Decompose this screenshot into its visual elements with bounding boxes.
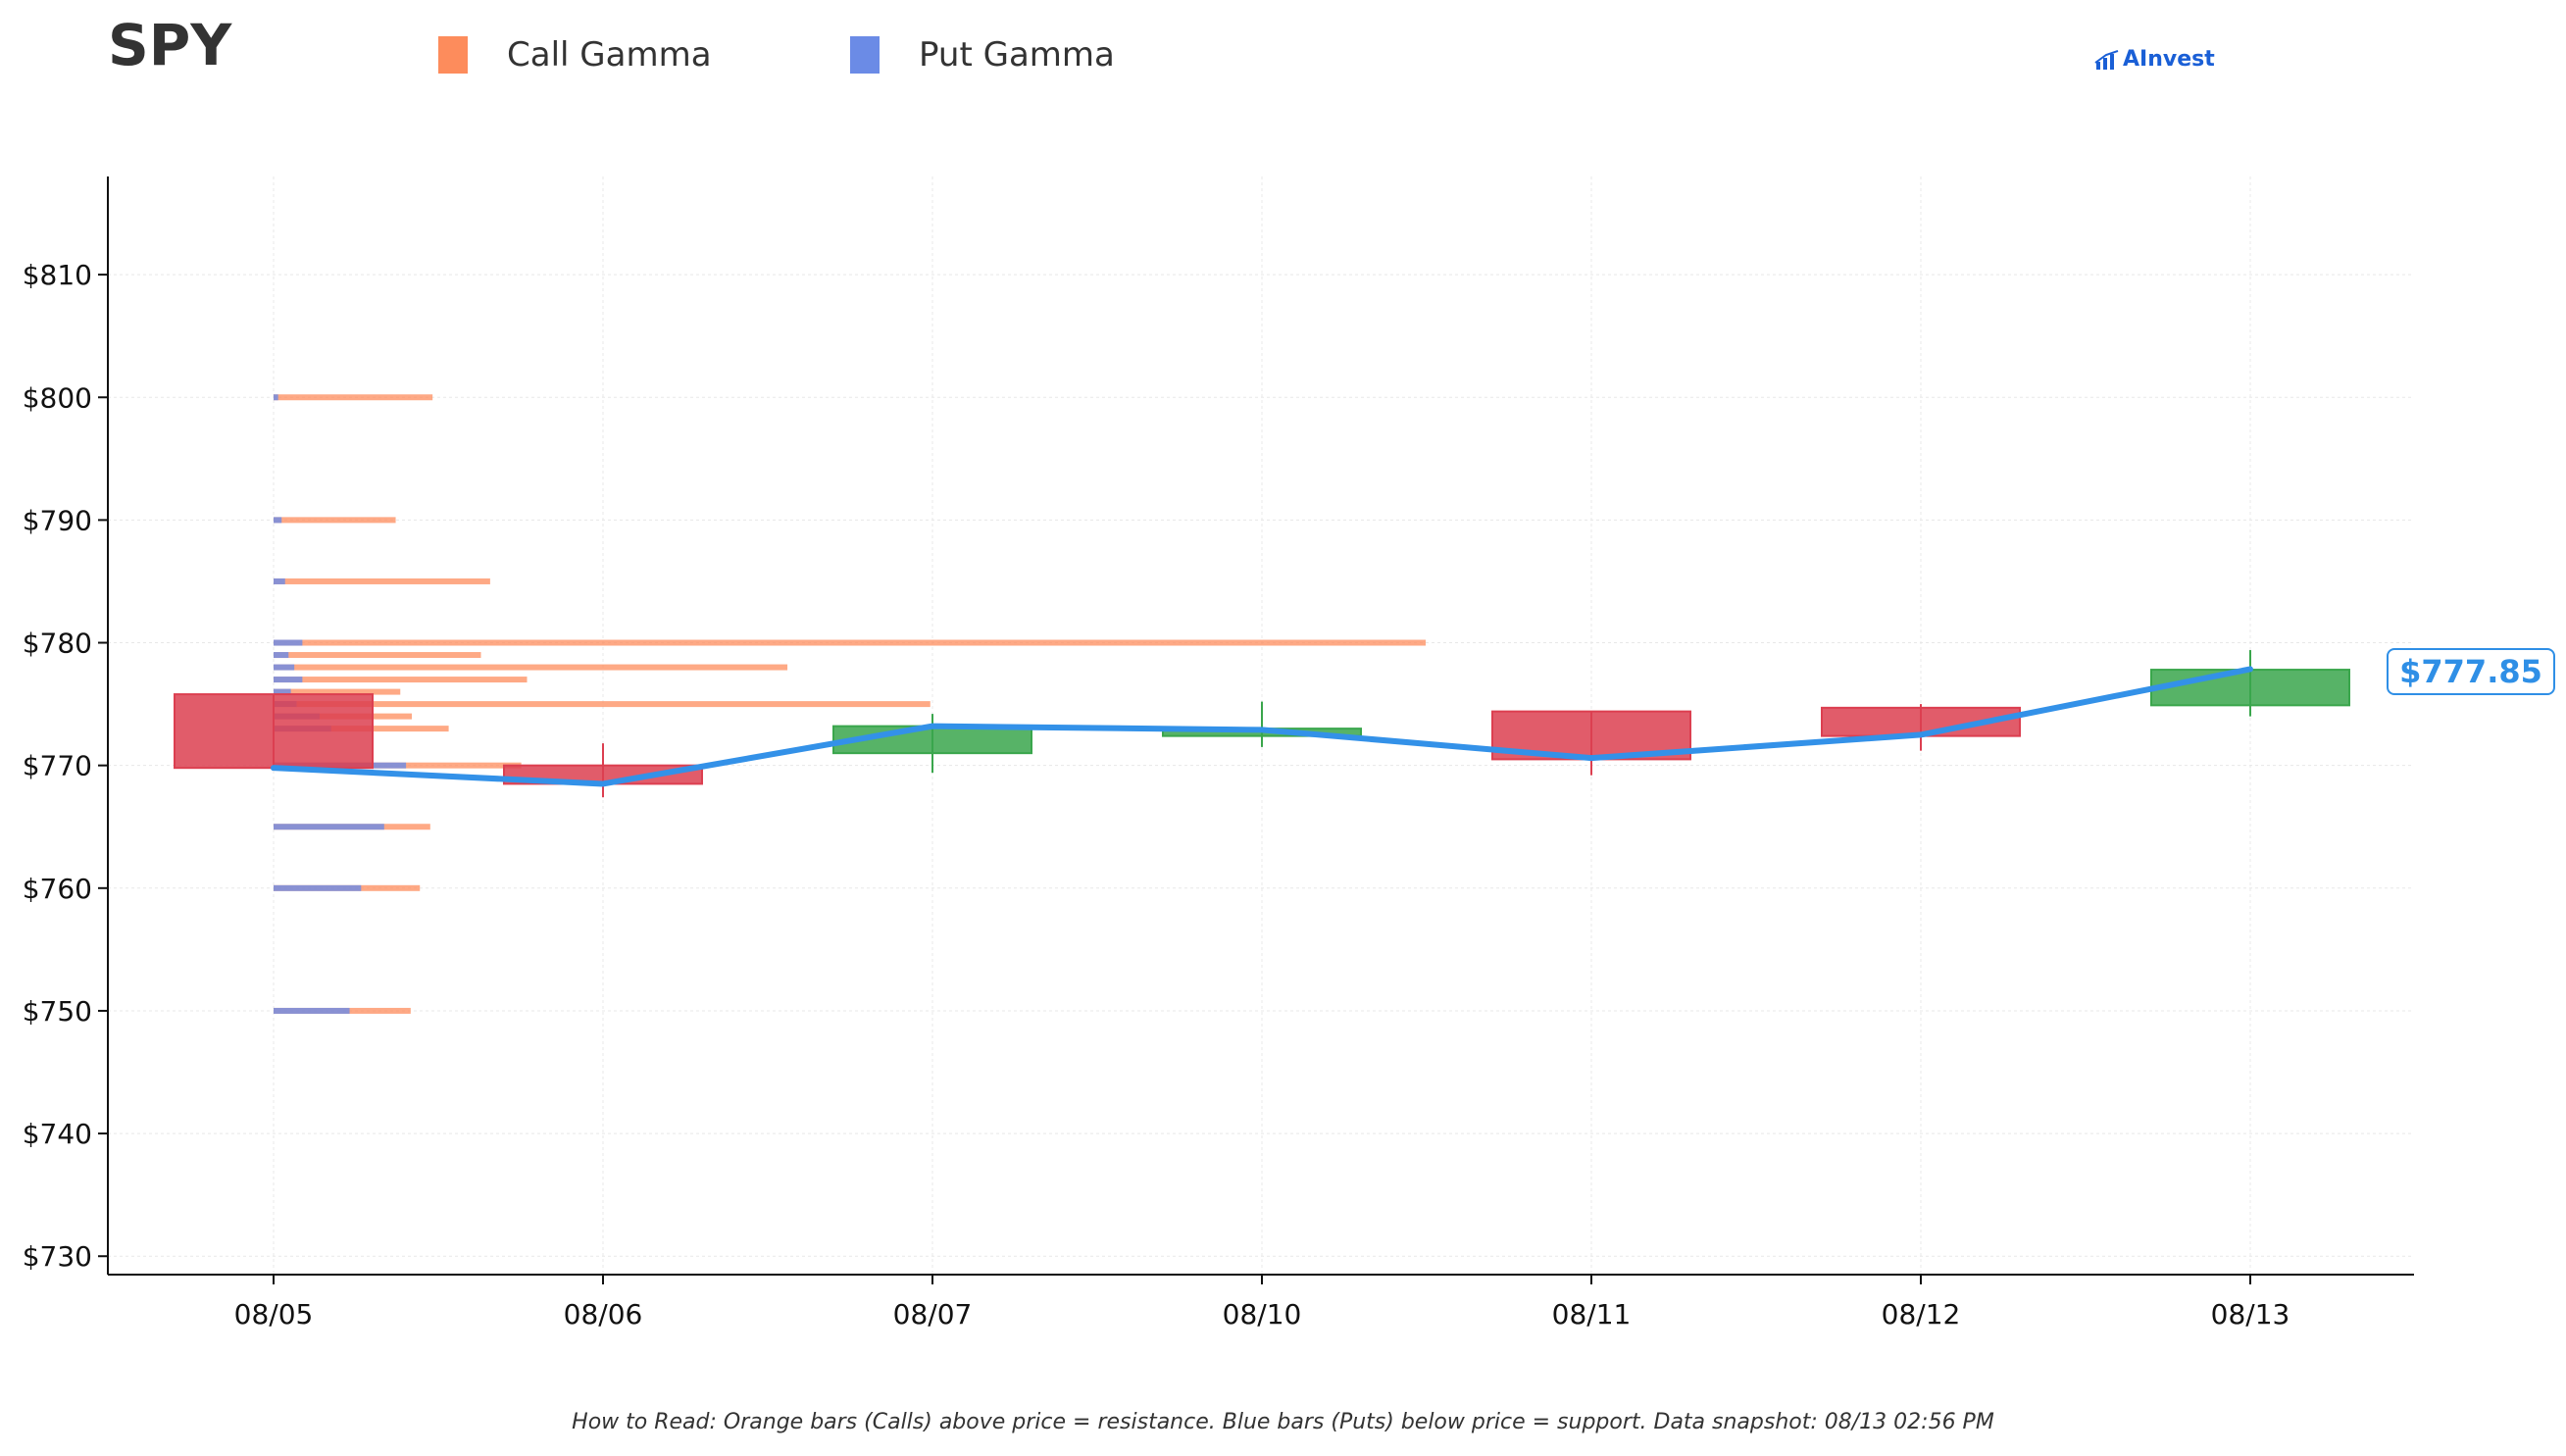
put-gamma-bar <box>274 517 282 524</box>
candle-body <box>832 725 1032 755</box>
y-tick-label: $790 <box>23 504 92 536</box>
call-gamma-bar <box>274 688 401 695</box>
y-tick-label: $730 <box>23 1240 92 1273</box>
put-gamma-bar <box>274 652 289 659</box>
footnote: How to Read: Orange bars (Calls) above p… <box>572 1410 1994 1434</box>
put-gamma-bar <box>274 394 278 401</box>
logo-text: AInvest <box>2123 47 2215 72</box>
put-gamma-bar <box>274 688 291 695</box>
last-price-tag: $777.85 <box>2387 648 2555 695</box>
call-gamma-bar <box>274 701 931 708</box>
put-gamma-bar <box>274 677 303 683</box>
y-tick-label: $760 <box>23 873 92 905</box>
y-tick-label: $810 <box>23 259 92 291</box>
put-gamma-bar <box>274 884 362 891</box>
put-gamma-bar <box>274 577 285 584</box>
put-gamma-bar <box>274 1007 350 1014</box>
call-gamma-bar <box>274 517 396 524</box>
chart-grid <box>108 176 2414 1275</box>
x-tick-label: 08/07 <box>893 1298 973 1330</box>
put-gamma-swatch <box>850 36 880 74</box>
call-gamma-swatch <box>438 36 468 74</box>
x-tick-label: 08/05 <box>234 1298 314 1330</box>
y-tick-label: $770 <box>23 750 92 782</box>
call-gamma-bar <box>274 577 490 584</box>
bar-chart-icon <box>2094 49 2119 70</box>
candle-body <box>2150 669 2350 707</box>
put-gamma-bar <box>274 664 295 671</box>
x-tick-label: 08/10 <box>1223 1298 1302 1330</box>
legend-item-put-gamma: Put Gamma <box>850 35 1115 75</box>
candle-body <box>174 693 374 770</box>
ainvest-logo: AInvest <box>2094 47 2215 72</box>
put-gamma-bar <box>274 824 384 830</box>
y-tick-label: $750 <box>23 995 92 1028</box>
ticker-title: SPY <box>108 12 232 78</box>
legend-label-put-gamma: Put Gamma <box>919 35 1115 75</box>
y-tick-label: $780 <box>23 628 92 660</box>
x-tick-label: 08/13 <box>2211 1298 2290 1330</box>
x-tick-label: 08/12 <box>1882 1298 1961 1330</box>
call-gamma-bar <box>274 394 433 401</box>
x-tick-label: 08/11 <box>1552 1298 1632 1330</box>
gamma-bars-layer <box>274 394 1426 1014</box>
y-tick-label: $740 <box>23 1118 92 1150</box>
call-gamma-bar <box>274 677 528 683</box>
legend-item-call-gamma: Call Gamma <box>438 35 712 75</box>
call-gamma-bar <box>274 664 788 671</box>
x-tick-label: 08/06 <box>564 1298 643 1330</box>
call-gamma-bar <box>274 652 481 659</box>
price-line <box>271 666 2253 787</box>
legend-label-call-gamma: Call Gamma <box>507 35 712 75</box>
tick-labels: $730 $740 $750 $760 $770 $780 $790 $800 $810 08/0… <box>23 259 2290 1330</box>
put-gamma-bar <box>274 639 303 646</box>
y-tick-label: $800 <box>23 381 92 414</box>
price-line-layer <box>271 666 2253 787</box>
candles-layer <box>174 650 2350 798</box>
call-gamma-bar <box>274 639 1426 646</box>
